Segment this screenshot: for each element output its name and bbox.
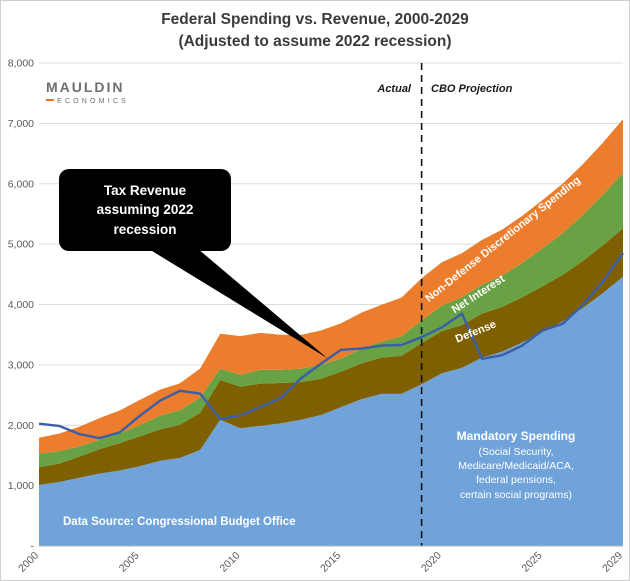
tax-revenue-callout: Tax Revenue assuming 2022 recession: [59, 169, 231, 251]
logo-dash-icon: [46, 99, 54, 102]
chart-title: Federal Spending vs. Revenue, 2000-2029 …: [1, 9, 629, 54]
cbo-projection-label: CBO Projection: [431, 83, 513, 95]
mauldin-economics-logo: MAULDIN ECONOMICS: [46, 79, 129, 105]
mandatory-title: Mandatory Spending: [456, 429, 576, 443]
mandatory-line-3: federal pensions,: [476, 474, 556, 487]
svg-text:-: -: [31, 541, 35, 553]
svg-text:8,000: 8,000: [8, 58, 34, 70]
mandatory-spending-label: Mandatory Spending (Social Security, Med…: [416, 429, 616, 502]
logo-subtext-label: ECONOMICS: [57, 98, 129, 105]
callout-pointer-triangle: [139, 243, 327, 358]
mandatory-line-4: certain social programs): [459, 488, 573, 501]
chart-title-line1: Federal Spending vs. Revenue, 2000-2029: [161, 11, 469, 28]
chart-title-line2: (Adjusted to assume 2022 recession): [178, 33, 452, 51]
svg-text:6,000: 6,000: [8, 178, 34, 190]
svg-text:2,000: 2,000: [8, 420, 34, 432]
actual-label: Actual: [377, 83, 411, 95]
svg-text:7,000: 7,000: [8, 118, 34, 130]
logo-wordmark: MAULDIN: [46, 79, 125, 95]
data-source-label: Data Source: Congressional Budget Office: [63, 516, 296, 528]
svg-text:3,000: 3,000: [8, 359, 34, 371]
mandatory-line-2: Medicare/Medicaid/ACA,: [458, 460, 574, 473]
mandatory-line-1: (Social Security,: [478, 446, 554, 458]
svg-text:1,000: 1,000: [8, 480, 34, 492]
logo-subtext: ECONOMICS: [46, 98, 129, 105]
callout-text: Tax Revenue assuming 2022 recession: [96, 182, 194, 237]
svg-text:4,000: 4,000: [8, 299, 34, 311]
svg-text:5,000: 5,000: [8, 239, 34, 251]
